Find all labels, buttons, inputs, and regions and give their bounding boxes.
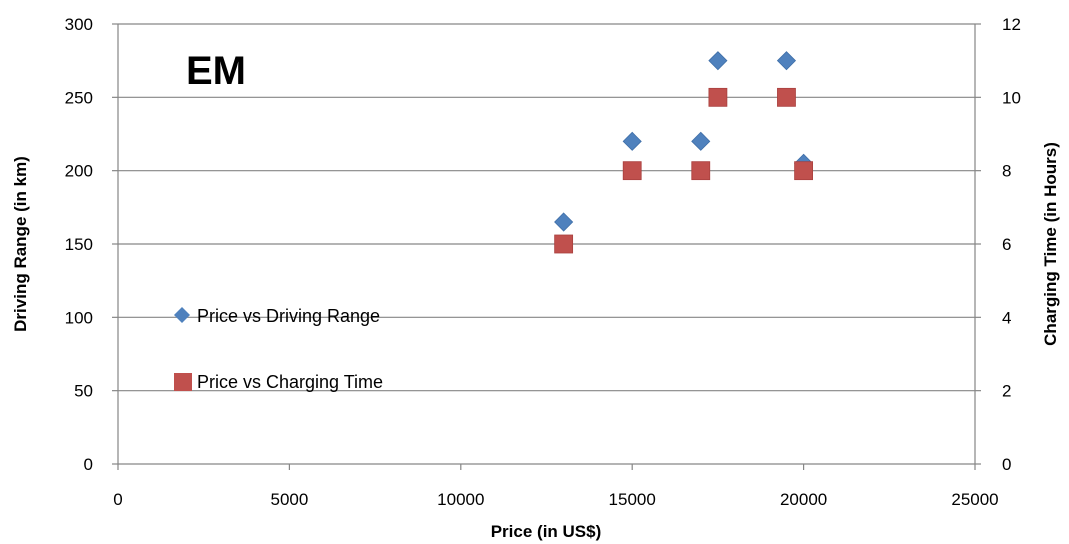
charging-time-point	[708, 87, 728, 107]
legend-marker-square	[174, 373, 192, 391]
x-tick-label: 20000	[780, 490, 827, 509]
x-tick-label: 0	[113, 490, 122, 509]
charging-time-point	[794, 161, 813, 181]
legend-label-driving-range: Price vs Driving Range	[197, 306, 380, 326]
data-points	[554, 51, 814, 254]
driving-range-point	[776, 51, 797, 71]
y-axis-title: Driving Range (in km)	[11, 156, 30, 332]
x-axis-title: Price (in US$)	[491, 522, 602, 541]
charging-time-point	[691, 161, 711, 181]
y-tick-label: 200	[65, 162, 93, 181]
y-tick-label: 150	[65, 235, 93, 254]
chart-annotation: EM	[186, 49, 246, 93]
x-tick-label: 25000	[951, 490, 998, 509]
driving-range-point	[554, 212, 574, 232]
y-tick-label: 300	[65, 15, 93, 34]
charging-time-point	[777, 87, 796, 107]
y-tick-label: 0	[84, 455, 93, 474]
x-tick-label: 5000	[270, 490, 308, 509]
y2-tick-label: 10	[1002, 88, 1021, 107]
driving-range-point	[708, 51, 728, 71]
driving-range-point	[622, 131, 642, 151]
y2-tick-label: 4	[1002, 308, 1011, 327]
gridlines	[118, 23, 975, 392]
charging-time-point	[622, 161, 642, 181]
driving-range-point	[691, 131, 711, 151]
charging-time-point	[554, 234, 574, 254]
legend-marker-diamond	[174, 307, 190, 323]
y-tick-label: 250	[65, 88, 93, 107]
y-tick-label: 50	[74, 382, 93, 401]
y2-tick-label: 2	[1002, 382, 1011, 401]
x-tick-label: 15000	[609, 490, 656, 509]
y2-tick-label: 8	[1002, 162, 1011, 181]
x-tick-label: 10000	[437, 490, 484, 509]
y2-axis-title: Charging Time (in Hours)	[1041, 142, 1060, 346]
y-tick-label: 100	[65, 308, 93, 327]
y2-tick-label: 12	[1002, 15, 1021, 34]
y-axis-ticks: 0 50 100 150 200 250 300	[65, 15, 118, 474]
x-axis-ticks: 0 5000 10000 15000 20000 25000	[113, 464, 999, 509]
y2-axis-ticks: 0 2 4 6 8 10 12	[975, 15, 1021, 474]
legend-label-charging-time: Price vs Charging Time	[197, 372, 383, 392]
y2-tick-label: 0	[1002, 455, 1011, 474]
y2-tick-label: 6	[1002, 235, 1011, 254]
legend: Price vs Driving Range Price vs Charging…	[174, 306, 383, 392]
